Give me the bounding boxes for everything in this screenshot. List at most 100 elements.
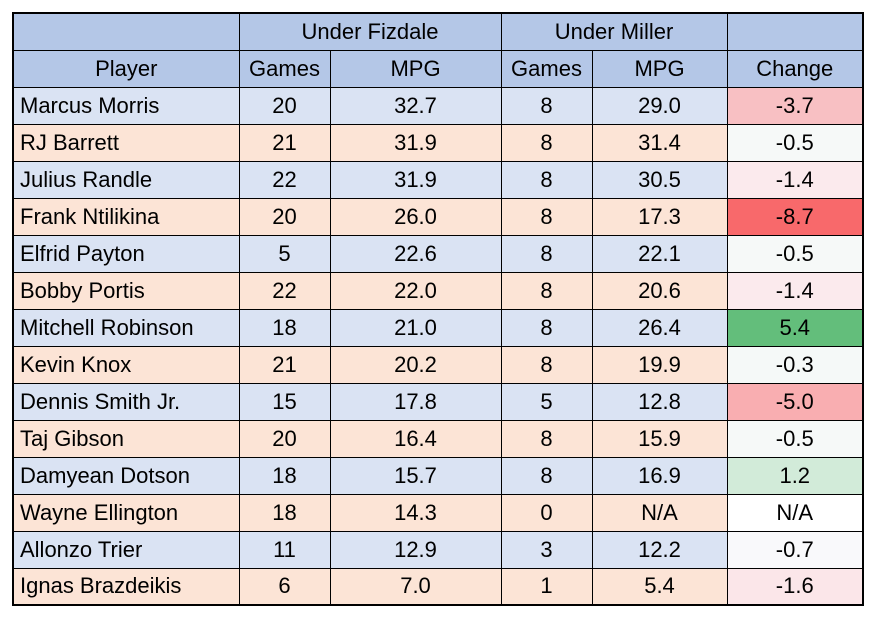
change-cell: -3.7 <box>726 86 864 125</box>
change-cell: -0.5 <box>726 419 864 458</box>
change-cell: -0.5 <box>726 123 864 162</box>
table-row: Frank Ntilikina 20 26.0 8 17.3 -8.7 <box>12 197 864 236</box>
change-cell: -0.7 <box>726 530 864 569</box>
table-row: Mitchell Robinson 18 21.0 8 26.4 5.4 <box>12 308 864 347</box>
player-cell: Wayne Ellington <box>12 493 240 532</box>
table-row: Wayne Ellington 18 14.3 0 N/A N/A <box>12 493 864 532</box>
miller-mpg-cell: 20.6 <box>591 271 728 310</box>
miller-mpg-cell: 5.4 <box>591 567 728 606</box>
player-cell: Ignas Brazdeikis <box>12 567 240 606</box>
change-cell: -1.4 <box>726 271 864 310</box>
miller-mpg-cell: N/A <box>591 493 728 532</box>
change-cell: 1.2 <box>726 456 864 495</box>
miller-games-cell: 8 <box>500 234 593 273</box>
player-cell: Allonzo Trier <box>12 530 240 569</box>
fizdale-mpg-cell: 26.0 <box>329 197 502 236</box>
table-row: Taj Gibson 20 16.4 8 15.9 -0.5 <box>12 419 864 458</box>
miller-games-cell: 8 <box>500 160 593 199</box>
column-header-miller-games: Games <box>500 49 593 88</box>
fizdale-mpg-cell: 31.9 <box>329 160 502 199</box>
fizdale-mpg-cell: 12.9 <box>329 530 502 569</box>
fizdale-games-cell: 18 <box>238 456 331 495</box>
table-row: Bobby Portis 22 22.0 8 20.6 -1.4 <box>12 271 864 310</box>
column-header-fizdale-mpg: MPG <box>329 49 502 88</box>
miller-games-cell: 8 <box>500 271 593 310</box>
miller-mpg-cell: 30.5 <box>591 160 728 199</box>
miller-mpg-cell: 31.4 <box>591 123 728 162</box>
table-row: Damyean Dotson 18 15.7 8 16.9 1.2 <box>12 456 864 495</box>
fizdale-mpg-cell: 14.3 <box>329 493 502 532</box>
miller-mpg-cell: 15.9 <box>591 419 728 458</box>
miller-games-cell: 8 <box>500 123 593 162</box>
change-cell: 5.4 <box>726 308 864 347</box>
fizdale-games-cell: 15 <box>238 382 331 421</box>
change-cell: -1.6 <box>726 567 864 606</box>
group-header-fizdale: Under Fizdale <box>238 12 502 51</box>
change-cell: -5.0 <box>726 382 864 421</box>
fizdale-mpg-cell: 7.0 <box>329 567 502 606</box>
table-row: Marcus Morris 20 32.7 8 29.0 -3.7 <box>12 86 864 125</box>
column-header-miller-mpg: MPG <box>591 49 728 88</box>
miller-games-cell: 8 <box>500 308 593 347</box>
miller-games-cell: 8 <box>500 456 593 495</box>
fizdale-mpg-cell: 20.2 <box>329 345 502 384</box>
player-cell: Marcus Morris <box>12 86 240 125</box>
table-row: Kevin Knox 21 20.2 8 19.9 -0.3 <box>12 345 864 384</box>
column-header-row: Player Games MPG Games MPG Change <box>12 49 864 88</box>
miller-mpg-cell: 12.8 <box>591 382 728 421</box>
player-cell: RJ Barrett <box>12 123 240 162</box>
table-row: Dennis Smith Jr. 15 17.8 5 12.8 -5.0 <box>12 382 864 421</box>
fizdale-games-cell: 11 <box>238 530 331 569</box>
miller-mpg-cell: 26.4 <box>591 308 728 347</box>
fizdale-mpg-cell: 31.9 <box>329 123 502 162</box>
column-header-change: Change <box>726 49 864 88</box>
miller-games-cell: 8 <box>500 86 593 125</box>
group-header-blank-right <box>726 12 864 51</box>
miller-mpg-cell: 19.9 <box>591 345 728 384</box>
player-cell: Frank Ntilikina <box>12 197 240 236</box>
fizdale-games-cell: 21 <box>238 345 331 384</box>
fizdale-mpg-cell: 17.8 <box>329 382 502 421</box>
change-cell: -8.7 <box>726 197 864 236</box>
miller-games-cell: 3 <box>500 530 593 569</box>
table-row: Elfrid Payton 5 22.6 8 22.1 -0.5 <box>12 234 864 273</box>
player-cell: Dennis Smith Jr. <box>12 382 240 421</box>
fizdale-games-cell: 18 <box>238 308 331 347</box>
miller-games-cell: 1 <box>500 567 593 606</box>
fizdale-mpg-cell: 32.7 <box>329 86 502 125</box>
fizdale-games-cell: 21 <box>238 123 331 162</box>
fizdale-mpg-cell: 15.7 <box>329 456 502 495</box>
player-cell: Elfrid Payton <box>12 234 240 273</box>
fizdale-games-cell: 22 <box>238 160 331 199</box>
table-body: Marcus Morris 20 32.7 8 29.0 -3.7 RJ Barrett 21… <box>12 86 864 606</box>
change-cell: -0.3 <box>726 345 864 384</box>
player-cell: Taj Gibson <box>12 419 240 458</box>
fizdale-games-cell: 22 <box>238 271 331 310</box>
miller-mpg-cell: 29.0 <box>591 86 728 125</box>
change-cell: -0.5 <box>726 234 864 273</box>
fizdale-mpg-cell: 22.0 <box>329 271 502 310</box>
fizdale-mpg-cell: 21.0 <box>329 308 502 347</box>
column-header-player: Player <box>12 49 240 88</box>
miller-mpg-cell: 16.9 <box>591 456 728 495</box>
player-cell: Damyean Dotson <box>12 456 240 495</box>
column-header-fizdale-games: Games <box>238 49 331 88</box>
fizdale-games-cell: 20 <box>238 86 331 125</box>
group-header-row: Under Fizdale Under Miller <box>12 12 864 51</box>
fizdale-games-cell: 6 <box>238 567 331 606</box>
change-cell: -1.4 <box>726 160 864 199</box>
group-header-miller: Under Miller <box>500 12 728 51</box>
fizdale-games-cell: 18 <box>238 493 331 532</box>
group-header-blank-left <box>12 12 240 51</box>
miller-games-cell: 8 <box>500 345 593 384</box>
fizdale-mpg-cell: 22.6 <box>329 234 502 273</box>
minutes-table: Under Fizdale Under Miller Player Games … <box>12 12 864 606</box>
fizdale-games-cell: 20 <box>238 197 331 236</box>
miller-mpg-cell: 17.3 <box>591 197 728 236</box>
miller-games-cell: 5 <box>500 382 593 421</box>
fizdale-games-cell: 20 <box>238 419 331 458</box>
player-cell: Mitchell Robinson <box>12 308 240 347</box>
miller-games-cell: 8 <box>500 197 593 236</box>
table-row: Julius Randle 22 31.9 8 30.5 -1.4 <box>12 160 864 199</box>
player-cell: Julius Randle <box>12 160 240 199</box>
